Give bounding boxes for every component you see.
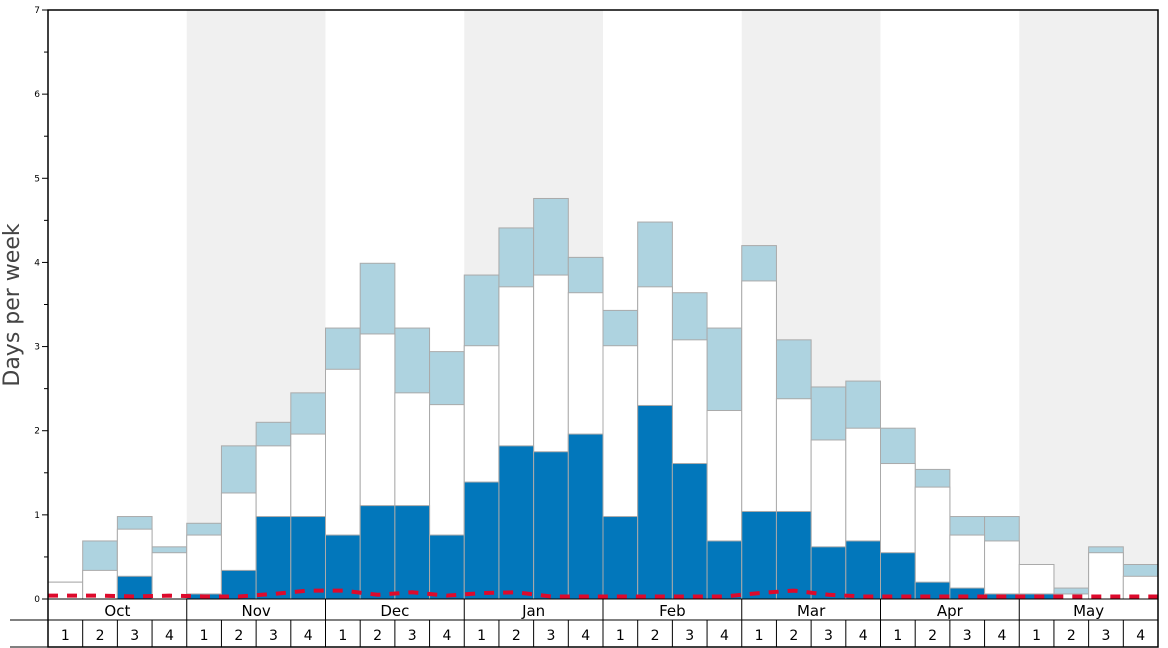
week-label: 4 (859, 628, 868, 644)
week-label: 3 (130, 628, 139, 644)
week-label: 4 (720, 628, 729, 644)
y-tick-label: 5 (34, 174, 40, 184)
month-label: Oct (104, 602, 130, 620)
y-tick-label: 3 (34, 343, 40, 353)
bar-white (1018, 564, 1055, 600)
week-label: 1 (61, 628, 70, 644)
bar-dark (290, 516, 326, 600)
week-label: 4 (997, 628, 1006, 644)
bar-dark (498, 445, 535, 600)
week-label: 4 (165, 628, 174, 644)
week-label: 3 (269, 628, 278, 644)
month-label: Feb (659, 602, 686, 620)
bar-dark (671, 463, 708, 600)
bar-dark (602, 516, 639, 600)
y-tick-label: 4 (34, 258, 40, 268)
week-label: 1 (755, 628, 764, 644)
week-label: 3 (1102, 628, 1111, 644)
bar-white (914, 486, 951, 600)
week-label: 1 (1032, 628, 1041, 644)
month-label: Jan (521, 602, 545, 620)
bar-white (984, 540, 1020, 600)
week-label: 4 (442, 628, 451, 644)
bar-white (186, 534, 222, 600)
bar-dark (845, 540, 881, 600)
week-label: 2 (373, 628, 382, 644)
bar-dark (880, 552, 916, 600)
week-label: 2 (651, 628, 660, 644)
month-label: Dec (380, 602, 409, 620)
bar-dark (359, 505, 396, 600)
bar-dark (741, 510, 777, 600)
week-label: 2 (928, 628, 937, 644)
week-label: 2 (234, 628, 243, 644)
bar-dark (810, 546, 847, 600)
week-label: 3 (824, 628, 833, 644)
y-tick-label: 2 (34, 427, 40, 437)
week-label: 2 (789, 628, 798, 644)
x-axis-labels: Oct 1 2 3 4 Nov 1 2 3 4 Dec 1 2 3 4 Jan 1 2 3 4 Feb 1 2 3 4 Mar 1 2… (61, 599, 1145, 647)
y-tick-label: 1 (34, 511, 40, 521)
week-label: 1 (200, 628, 209, 644)
week-label: 4 (581, 628, 590, 644)
bar-dark (325, 534, 361, 600)
week-label: 4 (304, 628, 313, 644)
bar-series (47, 197, 1159, 600)
week-label: 3 (963, 628, 972, 644)
week-label: 3 (408, 628, 417, 644)
week-label: 1 (338, 628, 347, 644)
bar-dark (637, 404, 673, 600)
bar-dark (394, 505, 431, 600)
week-label: 4 (1136, 628, 1145, 644)
bar-dark (255, 516, 292, 600)
week-label: 1 (616, 628, 625, 644)
y-tick-label: 0 (34, 595, 40, 605)
trend-line (48, 588, 1158, 599)
bar-white (1088, 552, 1124, 600)
week-label: 2 (512, 628, 521, 644)
month-label: May (1073, 602, 1104, 620)
month-label: Apr (937, 602, 964, 620)
y-tick-label: 7 (34, 6, 40, 16)
y-axis-label: Days per week (0, 223, 25, 386)
bar-white (151, 552, 188, 600)
week-label: 2 (96, 628, 105, 644)
week-label: 1 (477, 628, 486, 644)
week-label: 3 (547, 628, 556, 644)
week-label: 1 (893, 628, 902, 644)
month-label: Mar (797, 602, 826, 620)
bar-dark (567, 433, 604, 600)
month-label: Nov (241, 602, 270, 620)
bar-dark (706, 540, 743, 600)
y-tick-label: 6 (34, 90, 40, 100)
week-label: 2 (1067, 628, 1076, 644)
week-label: 3 (685, 628, 694, 644)
bar-dark (463, 481, 500, 600)
trend-line-path (48, 588, 1158, 599)
bar-dark (533, 451, 569, 600)
bar-dark (775, 510, 812, 600)
bar-dark (429, 534, 465, 600)
month-band (1019, 10, 1158, 599)
